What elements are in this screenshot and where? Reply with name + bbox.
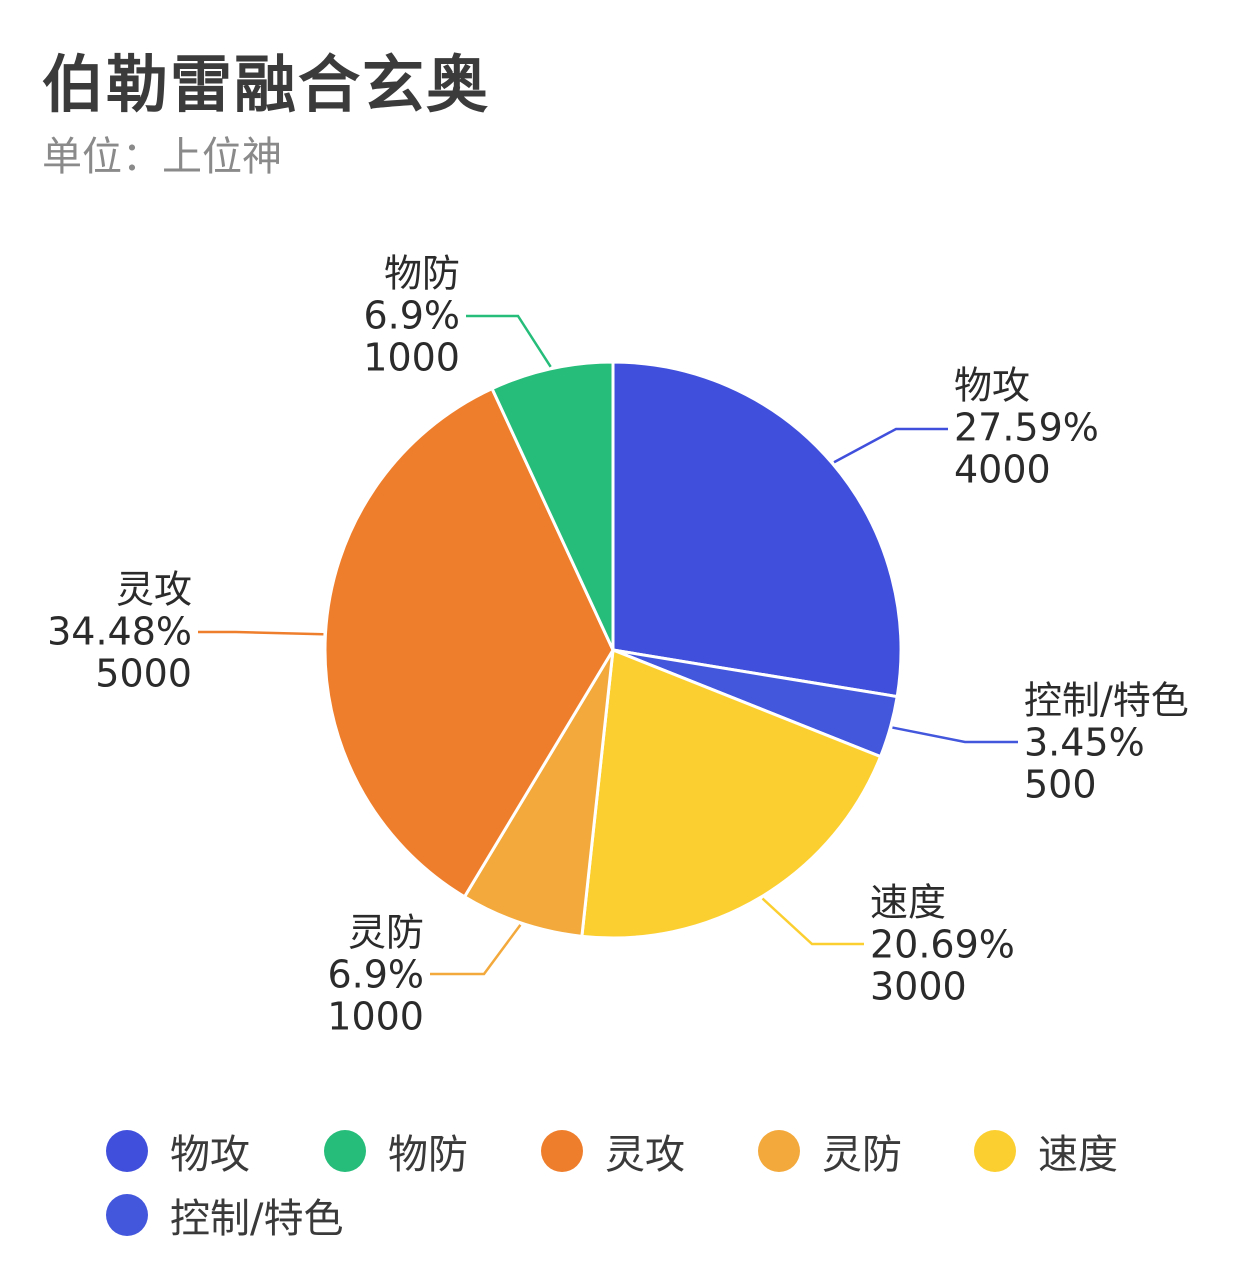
slice-label-value: 4000 (954, 448, 1051, 492)
slice-label-percent: 27.59% (954, 406, 1099, 450)
slice-label-value: 1000 (363, 336, 460, 380)
slice-label-value: 1000 (327, 995, 424, 1039)
slice-label-percent: 6.9% (363, 294, 460, 338)
pie-slice-1 (611, 360, 903, 699)
leader-line-2 (892, 726, 1018, 744)
slice-label-percent: 20.69% (870, 923, 1015, 967)
legend-label: 物攻 (170, 1132, 250, 1178)
slice-label-name: 物防 (384, 252, 460, 296)
legend-swatch (324, 1130, 366, 1172)
legend-item[interactable]: 物防 (324, 1122, 468, 1180)
pie-slice-4 (462, 649, 615, 938)
legend-swatch (974, 1130, 1016, 1172)
legend-swatch (758, 1130, 800, 1172)
legend-item[interactable]: 控制/特色 (106, 1186, 343, 1244)
legend-label: 速度 (1038, 1132, 1118, 1178)
leader-line-3 (761, 897, 864, 946)
slice-label-value: 3000 (870, 965, 967, 1009)
legend-swatch (106, 1194, 148, 1236)
chart-subtitle: 单位：上位神 (42, 134, 282, 180)
slice-label-name: 速度 (870, 881, 946, 925)
legend-label: 灵防 (822, 1132, 902, 1178)
slice-label-name: 灵攻 (116, 568, 192, 612)
legend-label: 物防 (388, 1132, 468, 1178)
slice-label-name: 控制/特色 (1024, 679, 1189, 723)
chart-title: 伯勒雷融合玄奥 (42, 48, 491, 121)
pie-slice-3 (580, 647, 883, 940)
pie-chart: 物攻27.59%4000控制/特色3.45%500速度20.69%3000灵防6… (47, 252, 1189, 1039)
legend-item[interactable]: 灵防 (758, 1122, 902, 1180)
slice-label-percent: 34.48% (47, 610, 192, 654)
legend-swatch (541, 1130, 583, 1172)
pie-slice-5 (323, 386, 615, 899)
pie-slice-6 (490, 360, 615, 651)
slice-label-percent: 6.9% (327, 953, 424, 997)
slice-label-name: 灵防 (348, 911, 424, 955)
legend-label: 灵攻 (605, 1132, 685, 1178)
legend-item[interactable]: 物攻 (106, 1122, 250, 1180)
leader-line-1 (833, 427, 948, 464)
leader-line-5 (198, 630, 324, 636)
legend-item[interactable]: 灵攻 (541, 1122, 685, 1180)
slice-label-name: 物攻 (954, 364, 1030, 408)
legend-label: 控制/特色 (170, 1196, 344, 1242)
leader-line-6 (466, 314, 552, 368)
legend-swatch (106, 1130, 148, 1172)
slice-label-value: 500 (1024, 763, 1097, 807)
leader-line-4 (430, 924, 522, 976)
legend-item[interactable]: 速度 (974, 1122, 1118, 1180)
slice-label-value: 5000 (95, 652, 192, 696)
slice-label-percent: 3.45% (1024, 721, 1145, 765)
